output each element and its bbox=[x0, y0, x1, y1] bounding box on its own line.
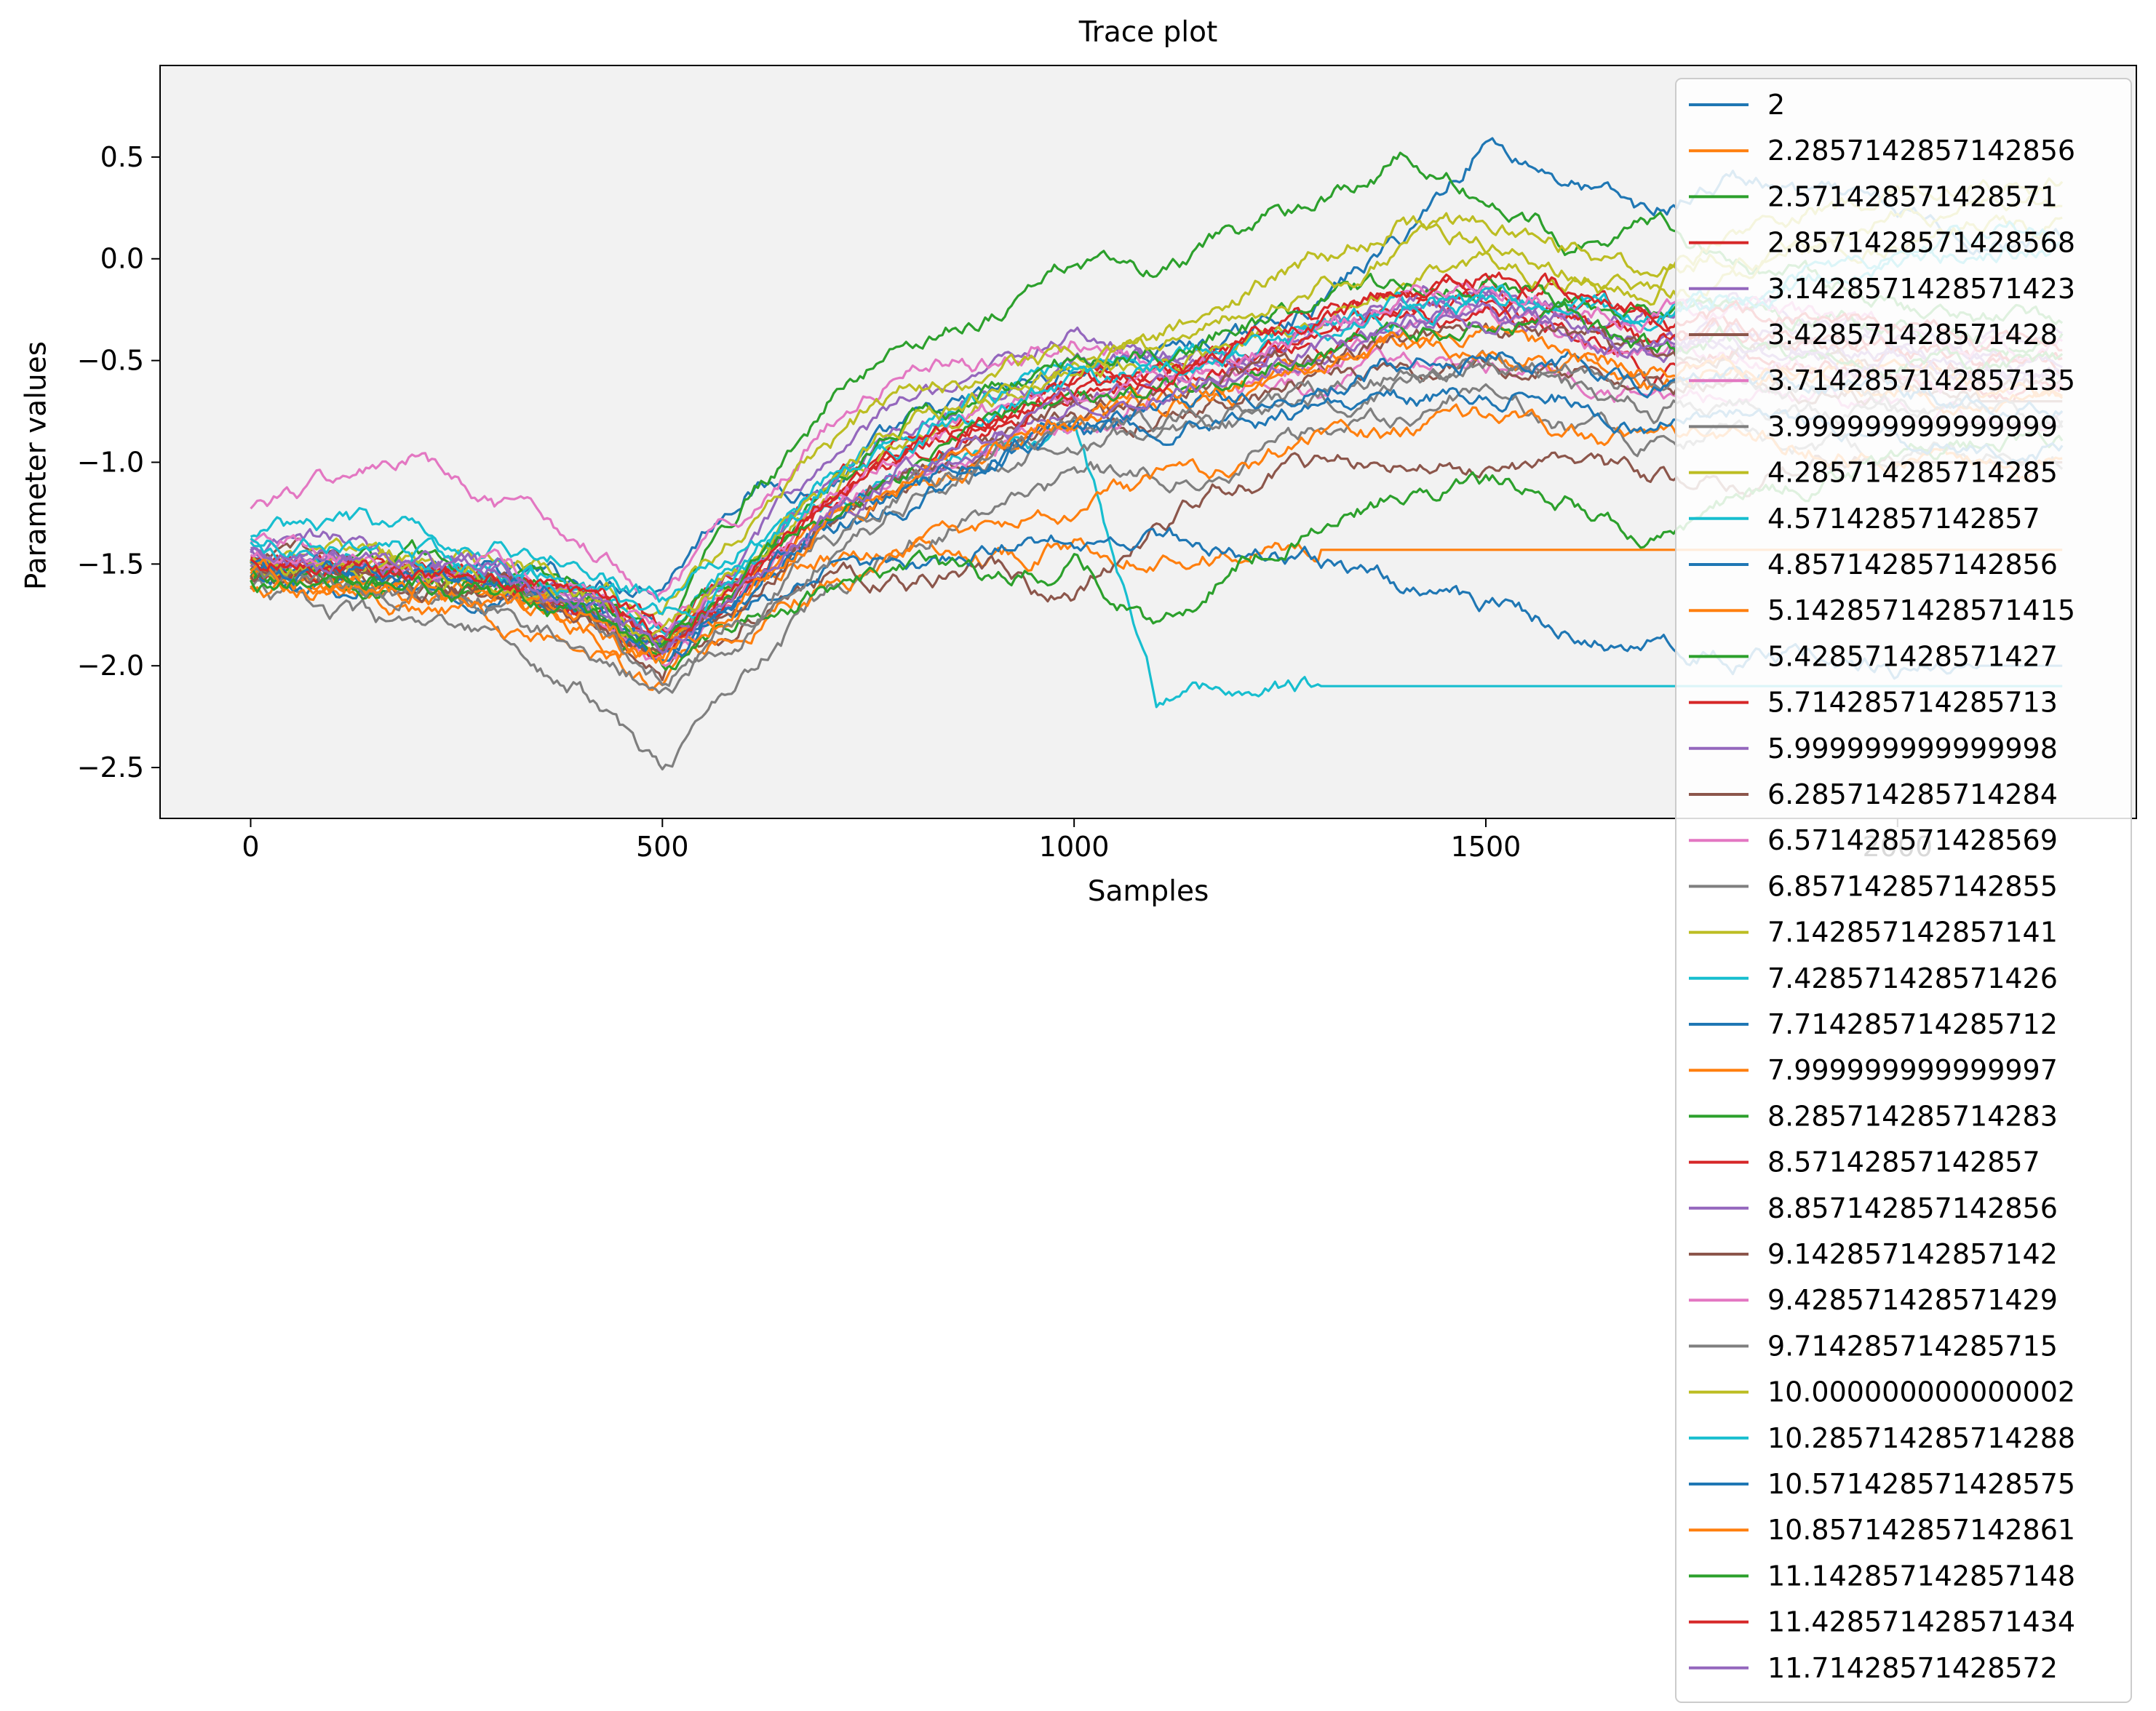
x-tick-label: 500 bbox=[636, 831, 689, 863]
y-tick-label: −2.5 bbox=[77, 751, 144, 783]
legend-label: 8.857142857142856 bbox=[1767, 1192, 2058, 1224]
legend-label: 10.571428571428575 bbox=[1767, 1468, 2075, 1500]
legend-box bbox=[1675, 78, 2132, 1703]
legend-label: 3.1428571428571423 bbox=[1767, 273, 2075, 305]
legend-label: 6.571428571428569 bbox=[1767, 824, 2058, 856]
y-tick-label: −0.5 bbox=[77, 345, 144, 377]
legend-label: 7.428571428571426 bbox=[1767, 962, 2058, 994]
x-axis-label: Samples bbox=[1087, 875, 1209, 908]
y-tick-label: −2.0 bbox=[77, 650, 144, 682]
legend-label: 2.2857142857142856 bbox=[1767, 135, 2075, 167]
legend-label: 9.428571428571429 bbox=[1767, 1284, 2058, 1316]
legend-label: 6.857142857142855 bbox=[1767, 870, 2058, 902]
legend-label: 11.428571428571434 bbox=[1767, 1606, 2075, 1638]
legend-label: 2.571428571428571 bbox=[1767, 180, 2058, 212]
legend-label: 5.428571428571427 bbox=[1767, 640, 2058, 672]
legend-label: 4.285714285714285 bbox=[1767, 457, 2058, 489]
legend-label: 4.857142857142856 bbox=[1767, 549, 2058, 581]
legend-label: 3.7142857142857135 bbox=[1767, 364, 2075, 396]
legend-label: 10.000000000000002 bbox=[1767, 1376, 2075, 1408]
y-tick-label: 0.0 bbox=[100, 243, 144, 275]
legend-label: 10.285714285714288 bbox=[1767, 1422, 2075, 1454]
legend-layer: 2 2.2857142857142856 2.571428571428571 2.85… bbox=[1675, 78, 2132, 1703]
legend-label: 7.999999999999997 bbox=[1767, 1054, 2058, 1086]
legend-label: 11.142857142857148 bbox=[1767, 1560, 2075, 1592]
legend-label: 8.285714285714283 bbox=[1767, 1100, 2058, 1132]
legend-label: 11.71428571428572 bbox=[1767, 1652, 2058, 1684]
legend-label: 5.1428571428571415 bbox=[1767, 594, 2075, 626]
legend-label: 5.999999999999998 bbox=[1767, 733, 2058, 765]
legend-label: 5.714285714285713 bbox=[1767, 687, 2058, 719]
legend-label: 4.57142857142857 bbox=[1767, 503, 2040, 535]
chart-title: Trace plot bbox=[1078, 16, 1218, 49]
legend-label: 6.285714285714284 bbox=[1767, 778, 2058, 810]
y-tick-label: −1.5 bbox=[77, 548, 144, 580]
x-tick-label: 0 bbox=[242, 831, 259, 863]
axes-frame bbox=[159, 65, 2137, 819]
legend-label: 3.999999999999999 bbox=[1767, 410, 2058, 442]
legend-label: 3.428571428571428 bbox=[1767, 319, 2058, 351]
legend-label: 7.142857142857141 bbox=[1767, 917, 2058, 949]
y-axis-label: Parameter values bbox=[20, 340, 53, 591]
legend-label: 9.142857142857142 bbox=[1767, 1238, 2058, 1270]
legend-label: 8.57142857142857 bbox=[1767, 1146, 2040, 1178]
x-tick-label: 1000 bbox=[1039, 831, 1110, 863]
legend-label: 2.8571428571428568 bbox=[1767, 227, 2075, 259]
y-tick-label: −1.0 bbox=[77, 446, 144, 478]
x-tick-label: 1500 bbox=[1451, 831, 1521, 863]
legend-label: 10.857142857142861 bbox=[1767, 1514, 2075, 1546]
legend-label: 7.714285714285712 bbox=[1767, 1008, 2058, 1040]
legend-label: 9.714285714285715 bbox=[1767, 1330, 2058, 1362]
y-tick-label: 0.5 bbox=[100, 141, 144, 173]
legend-label: 2 bbox=[1767, 89, 1785, 121]
